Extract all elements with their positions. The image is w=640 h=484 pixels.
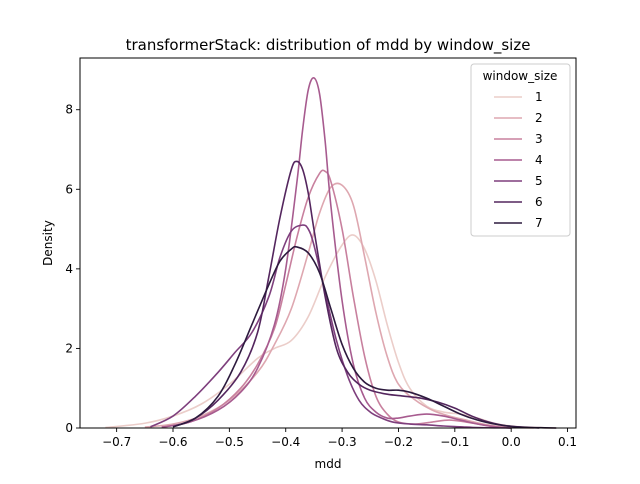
series-curves [105, 77, 557, 429]
series-line-2 [144, 182, 534, 429]
legend-label-1: 1 [535, 90, 543, 104]
x-tick-label: −0.6 [158, 435, 187, 449]
x-axis-label: mdd [315, 457, 342, 471]
legend-label-4: 4 [535, 153, 543, 167]
legend-items: 1 2 3 4 5 6 7 [494, 90, 543, 230]
series-line-7 [172, 245, 557, 429]
y-axis: 0 2 4 6 8 [65, 103, 80, 435]
series-line-6 [172, 160, 540, 429]
legend-label-6: 6 [535, 195, 543, 209]
series-line-5 [150, 224, 512, 429]
x-axis: −0.7 −0.6 −0.5 −0.4 −0.3 −0.2 −0.1 0.0 0.1 [102, 428, 577, 449]
legend-label-5: 5 [535, 174, 543, 188]
x-tick-label: −0.4 [271, 435, 300, 449]
x-tick-label: 0.0 [502, 435, 521, 449]
y-tick-label: 2 [65, 341, 73, 355]
x-tick-label: 0.1 [558, 435, 577, 449]
legend: window_size 1 2 3 4 5 6 7 [470, 63, 571, 237]
x-tick-label: −0.7 [102, 435, 131, 449]
plot-frame [79, 57, 577, 429]
legend-box [470, 63, 571, 237]
y-tick-label: 0 [65, 421, 73, 435]
series-line-4 [161, 77, 512, 429]
series-line-1 [105, 234, 557, 429]
legend-label-2: 2 [535, 111, 543, 125]
x-tick-label: −0.1 [440, 435, 469, 449]
legend-title: window_size [483, 69, 558, 83]
chart-title: transformerStack: distribution of mdd by… [126, 36, 531, 55]
x-tick-label: −0.3 [328, 435, 357, 449]
x-tick-label: −0.2 [384, 435, 413, 449]
y-tick-label: 8 [65, 103, 73, 117]
series-line-3 [161, 169, 512, 429]
legend-label-7: 7 [535, 216, 543, 230]
y-tick-label: 4 [65, 262, 73, 276]
y-tick-label: 6 [65, 182, 73, 196]
legend-label-3: 3 [535, 132, 543, 146]
y-axis-label: Density [41, 220, 55, 266]
x-tick-label: −0.5 [215, 435, 244, 449]
